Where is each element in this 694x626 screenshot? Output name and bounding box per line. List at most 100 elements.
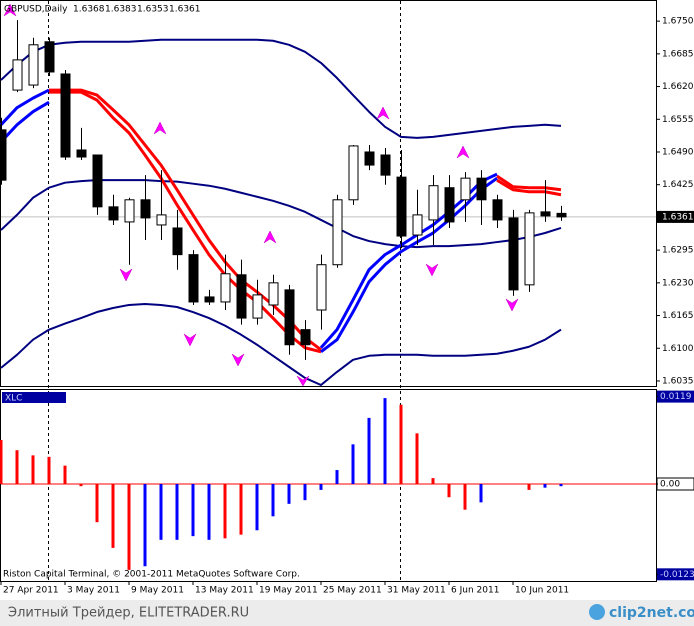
up-arrow [153, 121, 167, 135]
candle-body [268, 282, 279, 306]
x-tick-label: 31 May 2011 [387, 586, 446, 596]
indicator-line [49, 90, 322, 354]
signal-arrows [3, 3, 519, 387]
current-price-box [657, 210, 694, 223]
candle-body [140, 199, 151, 219]
y-tick-box [657, 390, 694, 403]
candle-body [76, 149, 87, 158]
indicator-line [0, 38, 562, 139]
y-tick-label: 0.0119 [660, 392, 692, 402]
indicator-line [496, 178, 562, 197]
down-arrow [505, 298, 519, 312]
indicator-line [320, 176, 498, 353]
candle-body [540, 211, 551, 217]
y-tick-label: 1.6425 [662, 180, 694, 190]
down-arrow [183, 333, 197, 347]
x-tick-label: 27 Apr 2011 [3, 586, 59, 596]
x-tick-label: 3 May 2011 [67, 586, 120, 596]
indicator-label-box [2, 392, 66, 403]
main-panel-frame [0, 0, 657, 387]
header-close: 1.6361 [169, 5, 201, 15]
x-tick-label: 6 Jun 2011 [451, 586, 499, 596]
candle-body [444, 187, 455, 223]
indicator-line [496, 174, 562, 192]
y-tick-label: 1.6620 [662, 82, 694, 92]
y-tick-label: -0.0123 [660, 570, 694, 580]
candle-body [156, 214, 167, 226]
up-arrow [263, 230, 277, 244]
logo: clip2net.com [609, 605, 694, 621]
x-tick-label: 9 May 2011 [131, 586, 184, 596]
y-tick-box [657, 568, 694, 581]
down-arrow [296, 375, 310, 387]
indicator-line [0, 88, 50, 126]
candle-body [284, 289, 295, 346]
x-tick-label: 13 May 2011 [195, 586, 254, 596]
y-tick-label: 1.6295 [662, 246, 694, 256]
candle-body [92, 154, 103, 208]
candle-body [188, 254, 199, 303]
candle-body [28, 44, 39, 86]
x-tick-label: 19 May 2011 [259, 586, 318, 596]
indicator-panel: 0.0119 0.00 -0.0123 [0, 390, 694, 581]
header-open: 1.6368 [73, 5, 105, 15]
y-tick-label: 1.6750 [662, 17, 694, 27]
y-tick-label: 1.6685 [662, 49, 694, 59]
candle-body [204, 296, 215, 303]
candle-body [220, 273, 231, 303]
candle-body [300, 329, 311, 346]
candle-body [396, 176, 407, 237]
candle-body [60, 73, 71, 158]
down-arrow [119, 268, 133, 282]
header-low: 1.6353 [137, 5, 169, 15]
footer-source: Элитный Трейдер, ELITETRADER.RU [8, 606, 249, 621]
candle-body [508, 217, 519, 291]
up-arrow [3, 3, 17, 17]
y-tick-label: 1.6555 [662, 115, 694, 125]
candle-body [460, 177, 471, 201]
candle-body [556, 212, 567, 218]
y-tick-label: 0.00 [660, 480, 680, 490]
footer-bar [0, 600, 694, 626]
indicator-line [0, 302, 562, 386]
y-tick-label: 1.6100 [662, 344, 694, 354]
header-high: 1.6383 [105, 5, 137, 15]
candle-body [124, 199, 135, 223]
candle-body [364, 151, 375, 166]
candle-body [380, 154, 391, 176]
candle-body [252, 294, 263, 319]
y-tick-label: 1.6165 [662, 311, 694, 321]
candle-body [12, 59, 23, 91]
indicator-line [49, 88, 322, 351]
indicator-line [0, 100, 50, 143]
footnote: Riston Capital Terminal, © 2001-2011 Met… [3, 570, 300, 580]
candle-body [332, 199, 343, 266]
candle-body [348, 145, 359, 201]
candle-body [236, 274, 247, 319]
x-tick-label: 25 May 2011 [323, 586, 382, 596]
up-arrow [456, 145, 470, 159]
y-tick-label: 1.6490 [662, 147, 694, 157]
indicator-title: XLC [5, 394, 22, 404]
logo-icon [589, 604, 605, 620]
symbol: GBPUSD,Daily [4, 5, 68, 15]
current-price-label: 1.6361 [662, 212, 694, 222]
candle-body [44, 41, 55, 73]
up-arrow [376, 106, 390, 120]
candle-body [316, 264, 327, 311]
down-arrow [425, 263, 439, 277]
candle-body [412, 214, 423, 236]
y-tick-label: 1.6035 [662, 376, 694, 386]
candle-body [476, 177, 487, 201]
price-panel: 1.6750 1.6685 1.6620 1.6555 1.6490 1.6425 1.62… [0, 17, 694, 386]
x-tick-label: 10 Jun 2011 [515, 586, 569, 596]
candle-body [524, 212, 535, 286]
candle-body [428, 185, 439, 221]
candle-body [492, 199, 503, 221]
candle-body [172, 227, 183, 256]
candle-body [0, 129, 7, 181]
y-tick-label: 1.6230 [662, 278, 694, 288]
candle-body [108, 206, 119, 221]
